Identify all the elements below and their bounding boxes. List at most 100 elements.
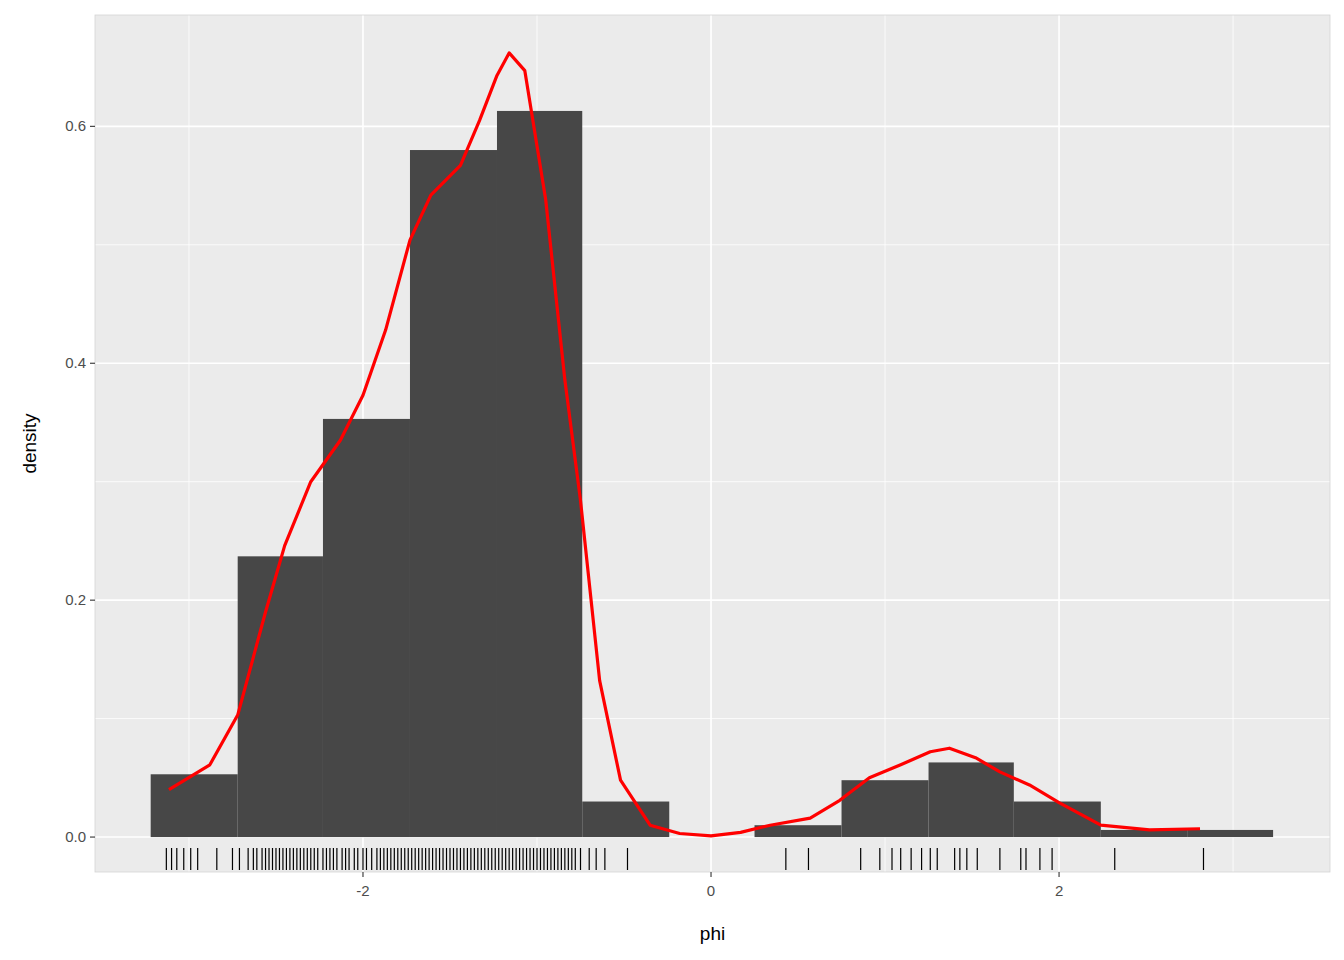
panel-background — [95, 15, 1330, 872]
minor-grid-line — [1233, 15, 1234, 872]
rug-tick — [256, 848, 257, 870]
chart: -2020.00.20.40.6phidensity — [0, 0, 1344, 960]
rug-tick — [275, 848, 276, 870]
rug-tick — [265, 848, 266, 870]
rug-tick — [253, 848, 254, 870]
rug-tick — [580, 848, 581, 870]
rug-tick — [408, 848, 409, 870]
rug-tick — [282, 848, 283, 870]
rug-tick — [286, 848, 287, 870]
rug-tick — [467, 848, 468, 870]
rug-tick — [166, 848, 167, 870]
rug-tick — [522, 848, 523, 870]
rug-tick — [860, 848, 861, 870]
rug-tick — [498, 848, 499, 870]
rug-tick — [900, 848, 901, 870]
rug-tick — [411, 848, 412, 870]
rug-tick — [785, 848, 786, 870]
rug-tick — [310, 848, 311, 870]
rug-tick — [390, 848, 391, 870]
rug-tick — [422, 848, 423, 870]
rug-tick — [376, 848, 377, 870]
tick-mark — [362, 872, 363, 877]
grid-line — [95, 362, 1330, 364]
tick-label: -2 — [356, 882, 369, 899]
rug-tick — [432, 848, 433, 870]
histogram-bar — [151, 774, 238, 837]
rug-tick — [519, 848, 520, 870]
rug-tick — [176, 848, 177, 870]
rug-tick — [547, 848, 548, 870]
tick-label: 0.2 — [65, 591, 86, 608]
rug-tick — [197, 848, 198, 870]
rug-tick — [366, 848, 367, 870]
rug-tick — [937, 848, 938, 870]
tick-label: 0.0 — [65, 828, 86, 845]
rug-tick — [512, 848, 513, 870]
minor-grid-line — [885, 15, 886, 872]
rug-tick — [239, 848, 240, 870]
rug-tick — [954, 848, 955, 870]
rug-tick — [345, 848, 346, 870]
rug-tick — [293, 848, 294, 870]
rug-tick — [604, 848, 605, 870]
histogram-bar — [238, 556, 323, 837]
rug-tick — [333, 848, 334, 870]
rug-tick — [596, 848, 597, 870]
rug-tick — [442, 848, 443, 870]
marks — [151, 53, 1273, 870]
rug-tick — [891, 848, 892, 870]
rug-tick — [435, 848, 436, 870]
rug-tick — [921, 848, 922, 870]
rug-tick — [536, 848, 537, 870]
rug-tick — [911, 848, 912, 870]
rug-tick — [429, 848, 430, 870]
density-line — [169, 53, 1200, 836]
rug-tick — [966, 848, 967, 870]
rug-tick — [371, 848, 372, 870]
rug-tick — [999, 848, 1000, 870]
minor-grid-line — [95, 244, 1330, 245]
rug-tick — [272, 848, 273, 870]
rug-tick — [326, 848, 327, 870]
rug-tick — [977, 848, 978, 870]
grid-line — [710, 15, 712, 872]
rug-tick — [463, 848, 464, 870]
rug-tick — [488, 848, 489, 870]
rug-tick — [491, 848, 492, 870]
rug-tick — [1203, 848, 1204, 870]
rug-tick — [190, 848, 191, 870]
rug-tick — [387, 848, 388, 870]
rug-tick — [300, 848, 301, 870]
rug-tick — [526, 848, 527, 870]
tick-label: 0.4 — [65, 354, 86, 371]
rug-tick — [564, 848, 565, 870]
panel-frame — [95, 15, 1330, 872]
rug-tick — [216, 848, 217, 870]
rug-tick — [383, 848, 384, 870]
histogram-bar — [582, 802, 669, 838]
histogram-bar — [497, 111, 582, 837]
rug-tick — [348, 848, 349, 870]
grid — [95, 15, 1330, 872]
rug-tick — [1020, 848, 1021, 870]
histogram-bar — [1188, 830, 1273, 837]
rug-tick — [627, 848, 628, 870]
rug-tick — [1025, 848, 1026, 870]
rug-tick — [279, 848, 280, 870]
histogram-bar — [323, 419, 410, 837]
tick-mark — [90, 837, 95, 838]
rug-tick — [171, 848, 172, 870]
rug-tick — [394, 848, 395, 870]
rug-tick — [589, 848, 590, 870]
rug-tick — [232, 848, 233, 870]
tick-label: 2 — [1055, 882, 1063, 899]
rug-tick — [568, 848, 569, 870]
rug-tick — [495, 848, 496, 870]
rug-tick — [502, 848, 503, 870]
minor-grid-line — [188, 15, 189, 872]
histogram-bar — [410, 150, 497, 837]
tick-label: 0 — [707, 882, 715, 899]
rug-tick — [418, 848, 419, 870]
x-axis-title: phi — [700, 923, 725, 944]
